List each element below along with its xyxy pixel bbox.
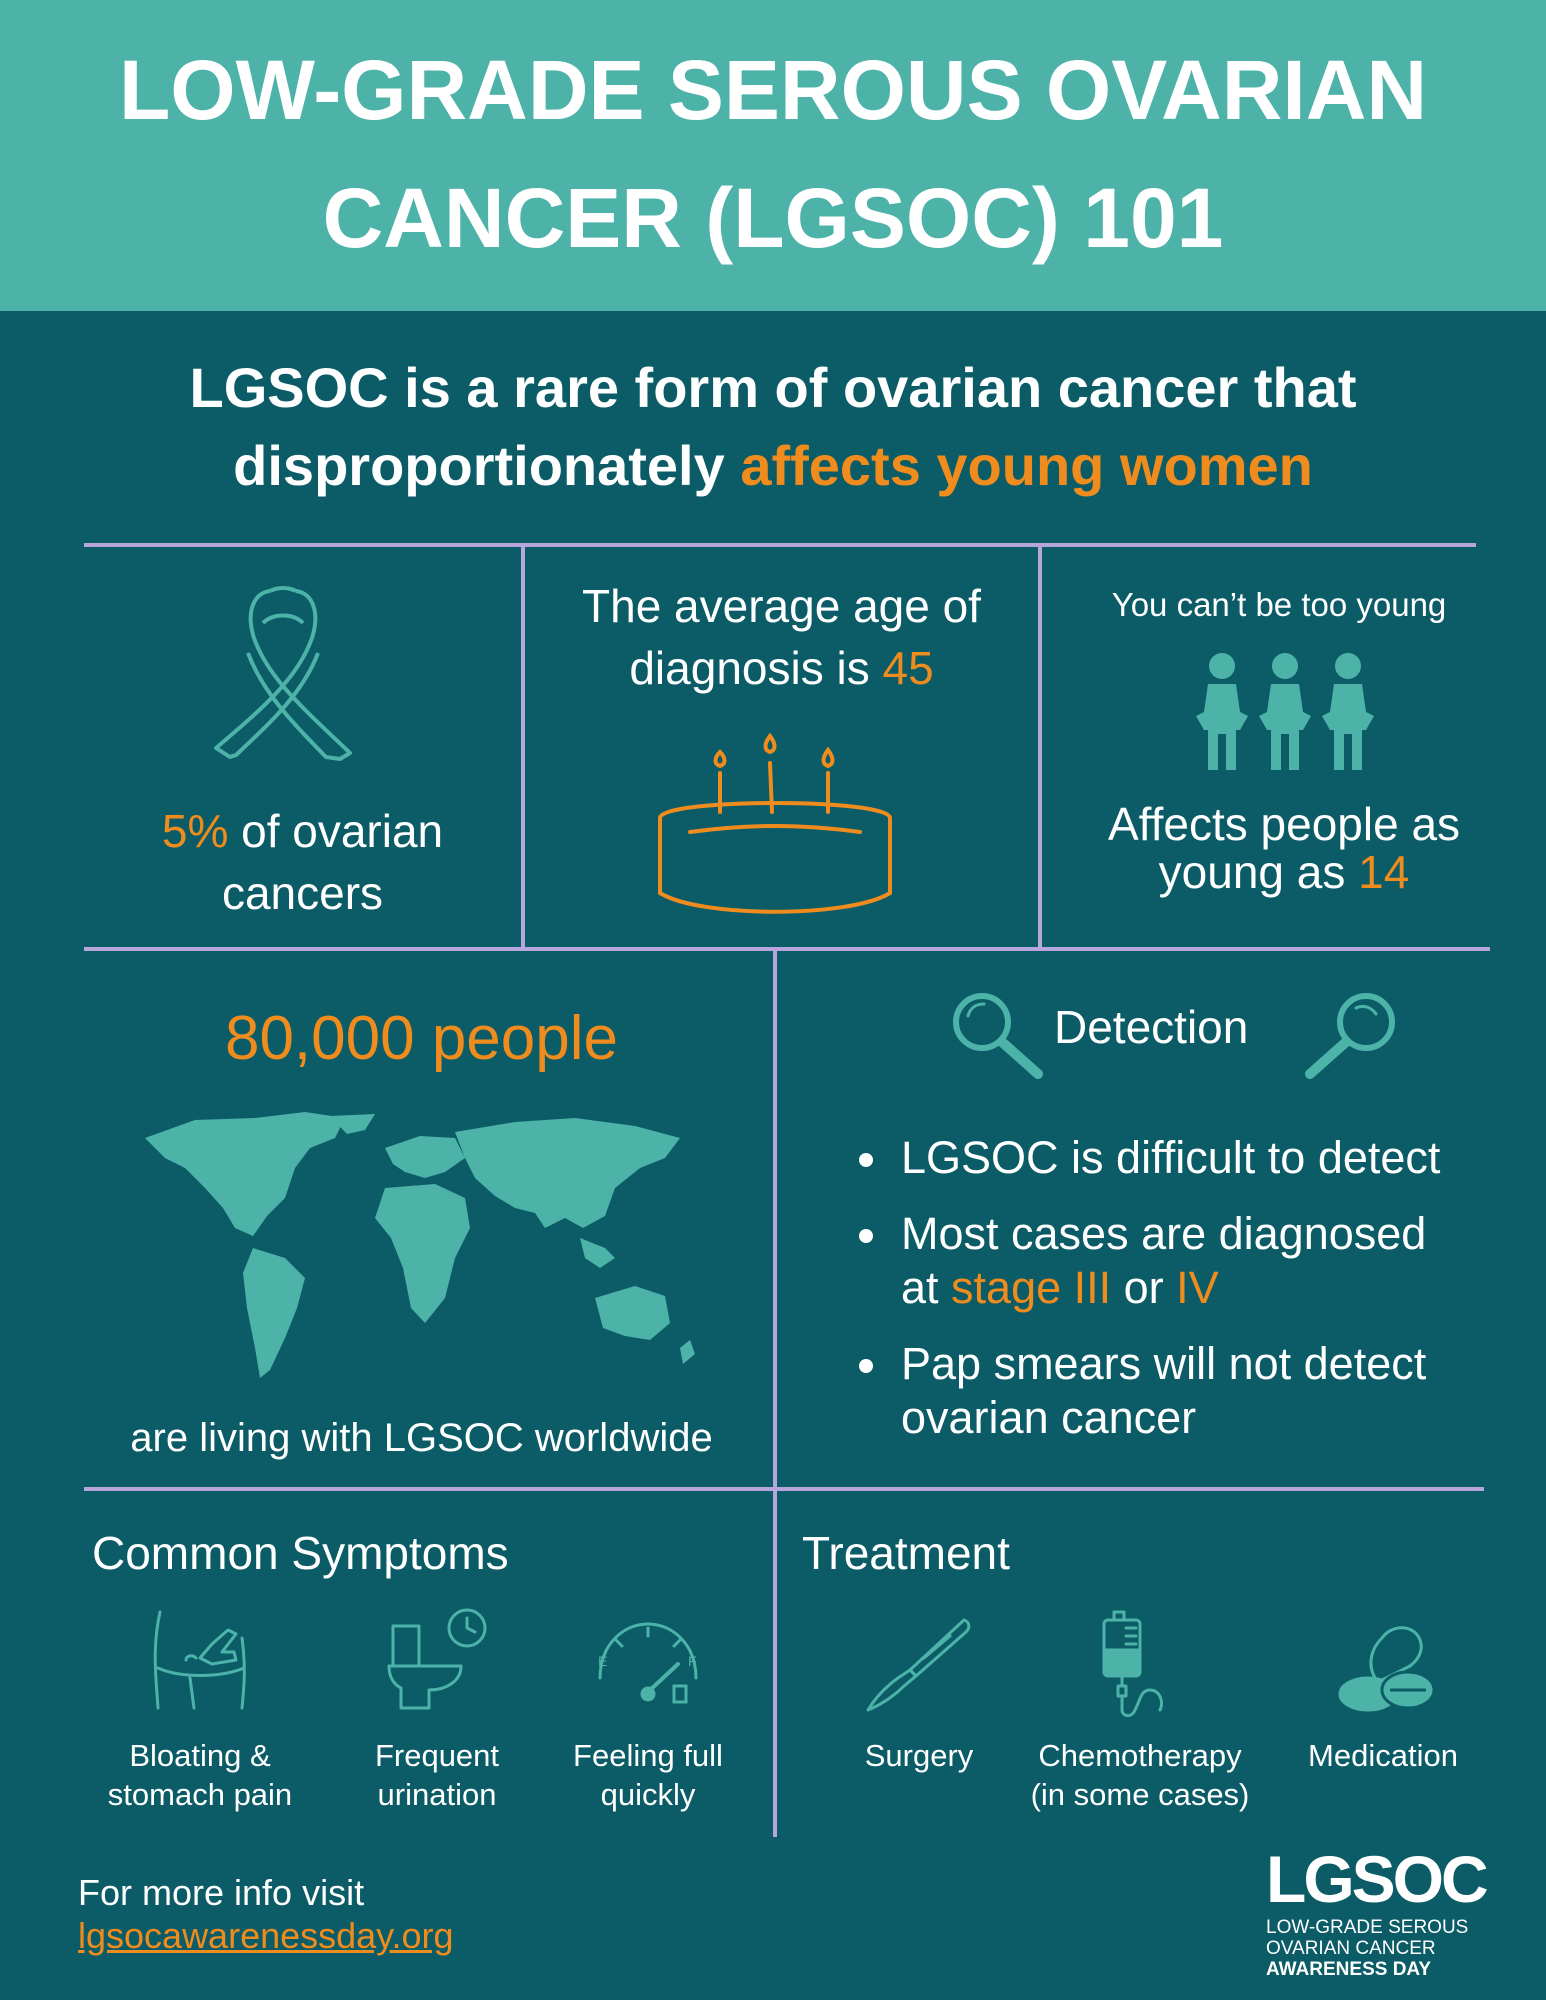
symptom-bloating-line2: stomach pain	[107, 1776, 293, 1812]
svg-text:E: E	[598, 1653, 607, 1669]
treatment-chemo-line2: (in some cases)	[1030, 1776, 1250, 1812]
treatment-surgery: Surgery	[826, 1737, 1012, 1776]
logo-line1: LOW-GRADE SEROUS	[1266, 1917, 1469, 1938]
toilet-clock-icon	[387, 1608, 487, 1710]
stat-young-line2: young as 14	[1042, 848, 1526, 896]
page-title-line1: LOW-GRADE SEROUS OVARIAN	[118, 43, 1428, 137]
detection-bullet-3-line2: ovarian cancer	[901, 1392, 1197, 1443]
treatment-title: Treatment	[802, 1527, 1010, 1579]
stat-young: Affects people as young as 14	[1042, 800, 1526, 897]
detection-bullet-2-prefix: at	[901, 1262, 952, 1313]
detection-bullet-3-line1: Pap smears will not detect	[901, 1338, 1427, 1389]
worldwide-caption: are living with LGSOC worldwide	[130, 1416, 713, 1460]
detection-title: Detection	[1054, 1001, 1249, 1053]
detection-bullet-2-or: or	[1111, 1262, 1177, 1313]
divider-lower-vertical	[773, 949, 777, 1837]
footer-info-text: For more info visit	[78, 1872, 365, 1913]
logo-mark: LGSOC	[1266, 1842, 1489, 1916]
lgsoc-logo: LGSOC LOW-GRADE SEROUS OVARIAN CANCER AW…	[1266, 1846, 1516, 1981]
abdomen-pain-icon	[153, 1610, 246, 1710]
symptom-urination-line1: Frequent	[374, 1738, 500, 1773]
logo-line2: OVARIAN CANCER	[1266, 1937, 1436, 1959]
divider-stats-2	[1038, 543, 1042, 949]
symptom-full: Feeling full quickly	[542, 1737, 754, 1815]
divider-stats-1	[521, 543, 525, 949]
birthday-cake-icon	[658, 732, 892, 914]
stat-young-tagline: You can’t be too young	[1111, 586, 1447, 623]
treatment-chemo: Chemotherapy (in some cases)	[1012, 1737, 1268, 1815]
detection-bullet-2: Most cases are diagnosed at stage III or…	[855, 1207, 1535, 1315]
stat-age-value: 45	[882, 642, 934, 695]
symptom-urination-line2: urination	[377, 1776, 497, 1812]
divider-top	[84, 543, 1476, 547]
stat-percent: 5% of ovarian cancers	[84, 800, 521, 924]
stat-young-value: 14	[1358, 846, 1410, 899]
intro-line2-prefix: disproportionately	[233, 434, 741, 497]
stage-iv-text: IV	[1176, 1262, 1219, 1313]
symptom-bloating-line1: Bloating &	[129, 1738, 271, 1773]
magnifying-glass-left-icon	[953, 993, 1043, 1079]
detection-bullet-1: LGSOC is difficult to detect	[855, 1131, 1535, 1185]
iv-bag-icon	[1102, 1610, 1164, 1718]
world-map-icon	[145, 1112, 695, 1378]
stat-young-prefix: young as	[1158, 846, 1359, 899]
detection-bullet-2-line1: Most cases are diagnosed	[901, 1208, 1427, 1259]
treatment-medication-line1: Medication	[1308, 1738, 1458, 1773]
detection-list: LGSOC is difficult to detect Most cases …	[855, 1131, 1535, 1467]
treatment-medication: Medication	[1268, 1737, 1498, 1776]
svg-text:F: F	[688, 1653, 697, 1669]
worldwide-headline: 80,000 people	[224, 1004, 619, 1073]
treatment-surgery-line1: Surgery	[864, 1738, 974, 1773]
symptom-full-line1: Feeling full	[573, 1738, 723, 1773]
stat-young-line1: Affects people as	[1107, 798, 1461, 850]
stage-iii-text: stage III	[951, 1262, 1112, 1313]
header-banner	[0, 0, 1546, 311]
stat-age-line2: diagnosis is 45	[525, 637, 1038, 699]
stat-age: The average age of diagnosis is 45	[525, 575, 1038, 699]
stat-percent-text: of ovarian	[228, 805, 444, 857]
stat-percent-value: 5%	[161, 805, 229, 857]
pills-icon	[1338, 1626, 1436, 1712]
stat-percent-line1: 5% of ovarian	[84, 800, 521, 862]
divider-middle	[84, 947, 1490, 951]
symptoms-title: Common Symptoms	[92, 1527, 509, 1579]
intro-highlight: affects young women	[740, 434, 1313, 497]
stat-age-prefix: diagnosis is	[629, 642, 883, 695]
treatment-chemo-line1: Chemotherapy	[1038, 1738, 1242, 1773]
awareness-ribbon-icon	[214, 586, 352, 761]
detection-bullet-3: Pap smears will not detect ovarian cance…	[855, 1337, 1535, 1445]
stat-age-line1: The average age of	[582, 580, 981, 632]
stat-percent-line2: cancers	[221, 867, 384, 920]
fuel-gauge-icon: E F	[598, 1622, 698, 1704]
symptom-full-line2: quickly	[600, 1776, 696, 1812]
website-link[interactable]: lgsocawarenessday.org	[78, 1915, 454, 1956]
divider-lower	[84, 1487, 1484, 1491]
page-title-line2: CANCER (LGSOC) 101	[322, 171, 1224, 265]
intro-line1: LGSOC is a rare form of ovarian cancer t…	[189, 356, 1357, 419]
symptom-urination: Frequent urination	[332, 1737, 542, 1815]
intro-line2: disproportionately affects young women	[0, 438, 1546, 494]
three-girls-icon	[1196, 653, 1374, 770]
detection-bullet-2-line2: at stage III or IV	[901, 1261, 1535, 1315]
magnifying-glass-right-icon	[1305, 993, 1395, 1079]
logo-line3: AWARENESS DAY	[1266, 1958, 1432, 1980]
scalpel-icon	[866, 1618, 971, 1712]
symptom-bloating: Bloating & stomach pain	[84, 1737, 316, 1815]
